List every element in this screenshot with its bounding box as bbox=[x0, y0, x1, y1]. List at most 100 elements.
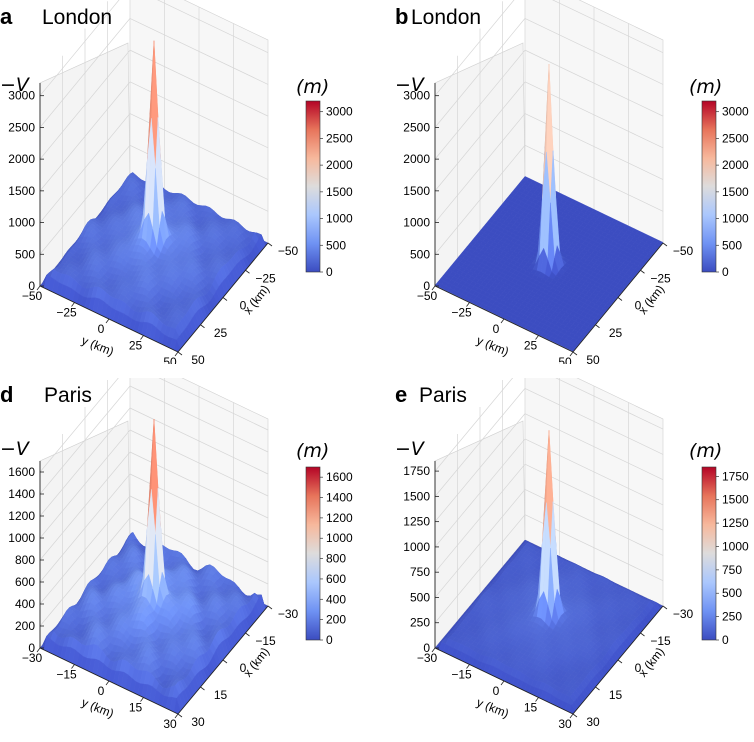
x-tick bbox=[618, 298, 622, 301]
colorbar-tick-label: 1000 bbox=[326, 212, 353, 226]
panel-title: London bbox=[411, 6, 481, 30]
z-tick-label: 1600 bbox=[8, 465, 35, 479]
colorbar-tick-label: 1000 bbox=[722, 212, 749, 226]
z-axis-title: −V bbox=[0, 74, 29, 96]
colorbar-tick-label: 0 bbox=[722, 633, 729, 647]
x-tick bbox=[618, 660, 622, 663]
x-tick bbox=[268, 606, 272, 609]
colorbar-tick-label: 1500 bbox=[722, 493, 749, 507]
x-tick bbox=[246, 270, 250, 273]
panel-label: a bbox=[0, 4, 12, 30]
colorbar-gradient bbox=[306, 101, 320, 272]
colorbar-tick-label: 2500 bbox=[722, 131, 749, 145]
colorbar-tick-label: 500 bbox=[326, 238, 346, 252]
x-tick-label: 50 bbox=[586, 353, 600, 364]
z-tick-label: 1200 bbox=[8, 509, 35, 523]
z-tick-label: 250 bbox=[410, 616, 430, 630]
colorbar-tick-label: 0 bbox=[722, 265, 729, 279]
y-tick-label: 25 bbox=[524, 339, 538, 353]
z-tick-label: 600 bbox=[15, 575, 35, 589]
panel-label: e bbox=[395, 382, 407, 408]
y-tick-label: 15 bbox=[129, 701, 143, 715]
z-tick-label: 1000 bbox=[403, 216, 430, 230]
y-tick-label: −25 bbox=[451, 306, 472, 320]
y-axis-title: y (km) bbox=[80, 695, 116, 720]
colorbar-tick-label: 1000 bbox=[722, 539, 749, 553]
surface-plot-d: 16001400120010008006004002000−30−1501530… bbox=[0, 378, 377, 729]
y-tick bbox=[106, 319, 109, 323]
colorbar-tick-label: 3000 bbox=[326, 105, 353, 119]
colorbar-tick-label: 1250 bbox=[722, 516, 749, 530]
x-tick-label: 50 bbox=[191, 353, 205, 364]
colorbar-tick-label: 400 bbox=[326, 592, 346, 606]
colorbar-tick-label: 1500 bbox=[722, 185, 749, 199]
z-tick-label: 500 bbox=[410, 247, 430, 261]
colorbar-tick-label: 200 bbox=[326, 613, 346, 627]
colorbar-tick-label: 1600 bbox=[326, 470, 353, 484]
colorbar-unit: (m) bbox=[296, 440, 329, 462]
x-tick bbox=[201, 325, 205, 328]
y-tick-label: −50 bbox=[417, 289, 438, 303]
x-tick bbox=[178, 352, 182, 355]
z-tick-label: 1000 bbox=[8, 216, 35, 230]
x-tick bbox=[596, 687, 600, 690]
x-tick-label: −15 bbox=[255, 634, 276, 648]
x-tick-label: −25 bbox=[255, 271, 276, 285]
x-tick bbox=[268, 243, 272, 246]
colorbar-tick-label: 1500 bbox=[326, 185, 353, 199]
colorbar-tick-label: 250 bbox=[722, 610, 742, 624]
colorbar-tick-label: 3000 bbox=[722, 105, 749, 119]
colorbar-gradient bbox=[702, 101, 716, 272]
panel-title: Paris bbox=[419, 384, 467, 408]
y-tick-label: −15 bbox=[56, 668, 77, 682]
colorbar-tick-label: 0 bbox=[326, 265, 333, 279]
x-tick-label: −50 bbox=[673, 244, 694, 258]
colorbar-tick-label: 500 bbox=[722, 586, 742, 600]
x-tick bbox=[223, 298, 227, 301]
x-tick bbox=[641, 633, 645, 636]
colorbar-tick-label: 600 bbox=[326, 572, 346, 586]
z-tick-label: 500 bbox=[410, 590, 430, 604]
z-tick-label: 400 bbox=[15, 597, 35, 611]
y-tick-label: 0 bbox=[98, 322, 105, 336]
z-tick-label: 1250 bbox=[403, 515, 430, 529]
x-tick bbox=[178, 714, 182, 717]
panel-label: b bbox=[395, 4, 408, 30]
x-tick bbox=[573, 352, 577, 355]
z-tick-label: 2000 bbox=[403, 152, 430, 166]
x-tick-label: 15 bbox=[214, 688, 228, 702]
y-tick-label: 0 bbox=[493, 322, 500, 336]
x-tick-label: −30 bbox=[278, 607, 299, 621]
x-tick-label: −15 bbox=[650, 634, 671, 648]
y-tick-label: 25 bbox=[129, 339, 143, 353]
z-axis-title: −V bbox=[395, 74, 424, 96]
y-tick-label: 0 bbox=[493, 684, 500, 698]
x-tick-label: 30 bbox=[191, 715, 205, 729]
z-tick-label: 1500 bbox=[403, 184, 430, 198]
colorbar-unit: (m) bbox=[689, 76, 722, 98]
z-axis-title: −V bbox=[0, 438, 29, 460]
x-tick bbox=[641, 270, 645, 273]
x-tick bbox=[201, 687, 205, 690]
z-tick-label: 800 bbox=[15, 553, 35, 567]
colorbar-tick-label: 0 bbox=[326, 633, 333, 647]
y-tick bbox=[501, 681, 504, 685]
x-tick bbox=[573, 714, 577, 717]
y-tick-label: 15 bbox=[524, 701, 538, 715]
y-tick bbox=[501, 319, 504, 323]
colorbar-tick-label: 1000 bbox=[326, 531, 353, 545]
x-tick bbox=[246, 633, 250, 636]
y-tick-label: −15 bbox=[451, 668, 472, 682]
x-tick-label: 15 bbox=[609, 688, 623, 702]
panel-label: d bbox=[0, 382, 13, 408]
z-tick-label: 1500 bbox=[8, 184, 35, 198]
y-tick-label: −25 bbox=[56, 306, 77, 320]
x-tick-label: 25 bbox=[214, 326, 228, 340]
